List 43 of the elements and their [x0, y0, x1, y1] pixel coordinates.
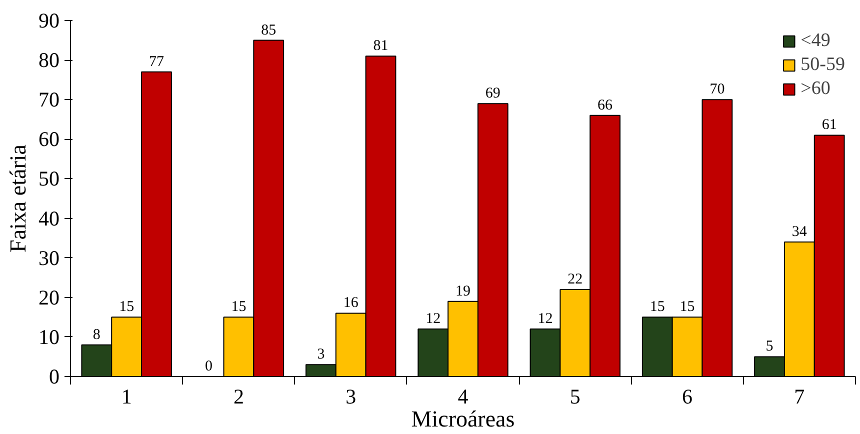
x-tick-label: 1 — [121, 384, 132, 408]
data-label: 81 — [373, 38, 388, 54]
data-label: 34 — [792, 224, 808, 240]
y-tick-label: 0 — [49, 364, 60, 388]
x-tick-label: 7 — [794, 384, 805, 408]
data-label: 15 — [231, 299, 246, 316]
data-label: 15 — [680, 299, 695, 316]
x-tick-label: 2 — [233, 384, 244, 408]
x-axis-title: Microáreas — [411, 406, 515, 432]
data-label: 15 — [650, 299, 665, 316]
x-tick-label: 4 — [458, 384, 469, 408]
y-tick-label: 40 — [38, 206, 60, 230]
data-label: 69 — [485, 86, 500, 102]
y-tick-label: 60 — [38, 127, 60, 152]
y-tick-label: 10 — [38, 324, 60, 349]
data-label: 12 — [426, 311, 441, 328]
x-tick-label: 5 — [570, 384, 580, 408]
legend-label: 50-59 — [800, 54, 845, 76]
data-label: 5 — [766, 338, 774, 355]
data-label: 16 — [343, 295, 359, 312]
y-axis-title: Faixa etária — [6, 144, 30, 252]
x-tick-label: 6 — [682, 384, 693, 408]
data-label: 61 — [822, 117, 837, 134]
data-label: 3 — [317, 346, 325, 363]
y-tick-label: 50 — [38, 166, 60, 191]
data-label: 0 — [205, 358, 213, 374]
data-label: 19 — [456, 283, 470, 300]
y-tick-label: 20 — [38, 285, 60, 310]
data-label: 85 — [261, 22, 276, 38]
data-label: 15 — [119, 299, 134, 316]
legend-label: >60 — [800, 78, 830, 100]
data-label: 66 — [598, 97, 614, 114]
y-tick-label: 30 — [38, 246, 60, 270]
x-tick-label: 3 — [346, 384, 356, 408]
data-label: 77 — [148, 54, 164, 70]
y-tick-label: 80 — [38, 48, 60, 72]
legend-label: <49 — [800, 30, 830, 52]
data-label: 22 — [568, 271, 583, 288]
data-label: 12 — [538, 311, 553, 328]
y-tick-label: 70 — [38, 88, 60, 112]
data-label: 8 — [92, 326, 100, 343]
y-tick-label: 90 — [38, 8, 60, 32]
data-label: 70 — [710, 82, 725, 98]
